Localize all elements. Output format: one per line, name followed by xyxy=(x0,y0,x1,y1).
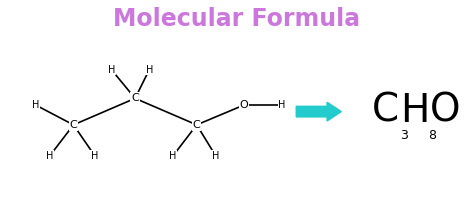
Text: H: H xyxy=(169,151,177,161)
Text: 8: 8 xyxy=(428,130,436,142)
Text: C: C xyxy=(193,120,201,130)
Text: H: H xyxy=(212,151,219,161)
Text: O: O xyxy=(430,91,460,130)
Text: 3: 3 xyxy=(400,130,408,142)
Text: H: H xyxy=(278,100,286,110)
Text: H: H xyxy=(401,91,430,130)
Text: C: C xyxy=(131,93,139,103)
Text: Molecular Formula: Molecular Formula xyxy=(113,7,361,31)
Text: H: H xyxy=(46,151,54,161)
Text: C: C xyxy=(372,91,399,130)
Text: H: H xyxy=(32,100,39,110)
Text: O: O xyxy=(240,100,248,110)
Text: H: H xyxy=(108,65,115,75)
Text: H: H xyxy=(146,65,153,75)
Text: H: H xyxy=(91,151,99,161)
Text: C: C xyxy=(70,120,77,130)
FancyArrow shape xyxy=(296,102,341,121)
